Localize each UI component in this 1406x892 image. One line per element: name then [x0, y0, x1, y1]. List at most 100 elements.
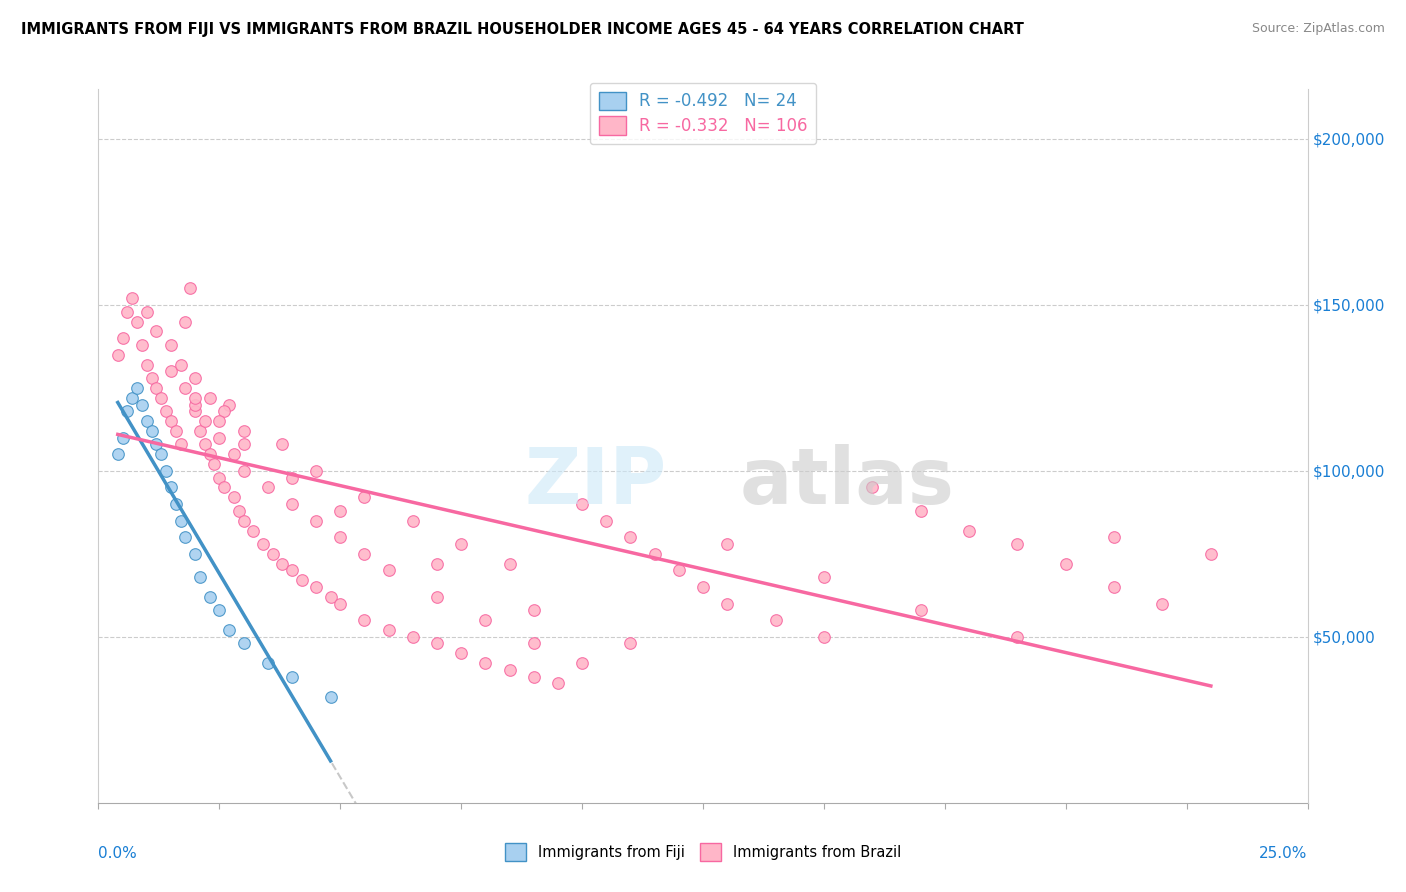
Point: [135, 414, 157, 428]
Point: [256, 481, 278, 495]
Point: [619, 530, 641, 544]
Point: [319, 690, 342, 704]
Point: [198, 590, 221, 604]
Point: [218, 624, 240, 638]
Point: [155, 464, 177, 478]
Point: [692, 580, 714, 594]
Point: [498, 663, 520, 677]
Point: [716, 597, 738, 611]
Point: [160, 414, 183, 428]
Text: 0.0%: 0.0%: [98, 846, 138, 861]
Point: [232, 514, 254, 528]
Point: [169, 514, 191, 528]
Point: [111, 431, 134, 445]
Point: [184, 397, 207, 411]
Point: [668, 564, 690, 578]
Point: [329, 597, 352, 611]
Point: [644, 547, 666, 561]
Point: [107, 348, 129, 362]
Point: [474, 657, 496, 671]
Point: [377, 624, 399, 638]
Point: [179, 281, 201, 295]
Point: [305, 464, 328, 478]
Point: [212, 481, 235, 495]
Point: [910, 603, 932, 617]
Point: [402, 514, 425, 528]
Point: [1102, 530, 1125, 544]
Point: [222, 447, 245, 461]
Point: [208, 414, 231, 428]
Point: [145, 325, 167, 339]
Point: [184, 391, 207, 405]
Point: [160, 338, 183, 352]
Point: [165, 424, 187, 438]
Point: [141, 371, 163, 385]
Point: [184, 404, 207, 418]
Point: [498, 557, 520, 571]
Point: [450, 537, 472, 551]
Point: [117, 304, 139, 318]
Point: [353, 613, 375, 627]
Point: [1007, 630, 1029, 644]
Point: [765, 613, 787, 627]
Point: [111, 331, 134, 345]
Point: [450, 647, 472, 661]
Point: [174, 381, 197, 395]
Point: [131, 338, 153, 352]
Point: [208, 470, 231, 484]
Text: Source: ZipAtlas.com: Source: ZipAtlas.com: [1251, 22, 1385, 36]
Point: [174, 530, 197, 544]
Point: [595, 514, 617, 528]
Point: [117, 404, 139, 418]
Point: [571, 657, 593, 671]
Point: [169, 358, 191, 372]
Point: [353, 491, 375, 505]
Point: [523, 670, 546, 684]
Point: [194, 437, 217, 451]
Point: [290, 574, 312, 588]
Point: [1199, 547, 1222, 561]
Point: [155, 404, 177, 418]
Point: [271, 557, 294, 571]
Point: [208, 431, 231, 445]
Point: [228, 504, 250, 518]
Point: [571, 497, 593, 511]
Point: [547, 676, 569, 690]
Point: [1102, 580, 1125, 594]
Point: [127, 314, 149, 328]
Point: [127, 381, 149, 395]
Point: [145, 437, 167, 451]
Point: [188, 570, 211, 584]
Point: [281, 470, 304, 484]
Point: [523, 636, 546, 650]
Point: [169, 437, 191, 451]
Point: [232, 636, 254, 650]
Point: [262, 547, 284, 561]
Point: [402, 630, 425, 644]
Point: [218, 397, 240, 411]
Point: [174, 314, 197, 328]
Point: [910, 504, 932, 518]
Point: [141, 424, 163, 438]
Point: [377, 564, 399, 578]
Point: [860, 481, 883, 495]
Point: [135, 358, 157, 372]
Point: [523, 603, 546, 617]
Point: [1007, 537, 1029, 551]
Legend: Immigrants from Fiji, Immigrants from Brazil: Immigrants from Fiji, Immigrants from Br…: [499, 838, 907, 867]
Point: [121, 291, 143, 305]
Point: [281, 564, 304, 578]
Point: [813, 570, 835, 584]
Point: [474, 613, 496, 627]
Point: [329, 530, 352, 544]
Point: [135, 304, 157, 318]
Point: [426, 557, 449, 571]
Point: [305, 514, 328, 528]
Point: [271, 437, 294, 451]
Text: IMMIGRANTS FROM FIJI VS IMMIGRANTS FROM BRAZIL HOUSEHOLDER INCOME AGES 45 - 64 Y: IMMIGRANTS FROM FIJI VS IMMIGRANTS FROM …: [21, 22, 1024, 37]
Point: [426, 636, 449, 650]
Point: [232, 464, 254, 478]
Point: [1152, 597, 1174, 611]
Point: [198, 447, 221, 461]
Point: [716, 537, 738, 551]
